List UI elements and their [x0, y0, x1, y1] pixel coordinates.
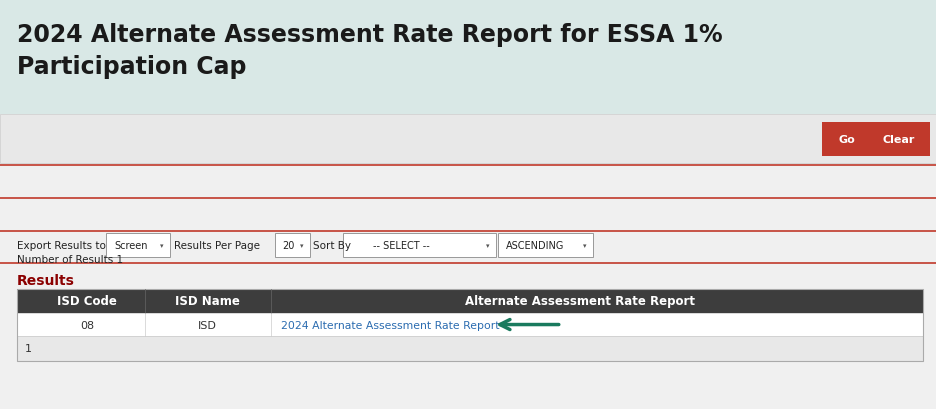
- FancyBboxPatch shape: [822, 123, 872, 156]
- Text: ISD: ISD: [198, 320, 217, 330]
- Text: ISD Code: ISD Code: [57, 294, 117, 308]
- FancyBboxPatch shape: [17, 337, 923, 361]
- FancyBboxPatch shape: [106, 233, 170, 258]
- FancyBboxPatch shape: [275, 233, 310, 258]
- FancyBboxPatch shape: [0, 0, 936, 115]
- FancyBboxPatch shape: [0, 115, 936, 164]
- Text: -- SELECT --: -- SELECT --: [373, 240, 430, 250]
- Text: Screen: Screen: [114, 240, 148, 250]
- FancyBboxPatch shape: [343, 233, 496, 258]
- Text: ▾: ▾: [486, 243, 490, 248]
- Text: 08: 08: [80, 320, 95, 330]
- FancyBboxPatch shape: [867, 123, 930, 156]
- Text: ▾: ▾: [300, 243, 303, 248]
- Text: 1: 1: [25, 344, 32, 353]
- FancyBboxPatch shape: [17, 313, 923, 336]
- Text: Clear: Clear: [883, 135, 914, 144]
- Text: Sort By: Sort By: [313, 240, 351, 250]
- Text: 2024 Alternate Assessment Rate Report for ESSA 1%
Participation Cap: 2024 Alternate Assessment Rate Report fo…: [17, 23, 723, 79]
- Text: ▾: ▾: [160, 243, 164, 248]
- FancyBboxPatch shape: [17, 289, 923, 313]
- Text: Results: Results: [17, 273, 75, 287]
- Text: 20: 20: [283, 240, 295, 250]
- Text: Alternate Assessment Rate Report: Alternate Assessment Rate Report: [465, 294, 695, 308]
- Text: 2024 Alternate Assessment Rate Report -: 2024 Alternate Assessment Rate Report -: [281, 320, 506, 330]
- Text: Export Results to: Export Results to: [17, 240, 106, 250]
- Text: ISD Name: ISD Name: [175, 294, 241, 308]
- Text: Number of Results 1: Number of Results 1: [17, 255, 123, 265]
- Text: Results Per Page: Results Per Page: [174, 240, 260, 250]
- Text: ▾: ▾: [583, 243, 587, 248]
- Text: Go: Go: [839, 135, 856, 144]
- FancyBboxPatch shape: [498, 233, 593, 258]
- Text: ASCENDING: ASCENDING: [505, 240, 563, 250]
